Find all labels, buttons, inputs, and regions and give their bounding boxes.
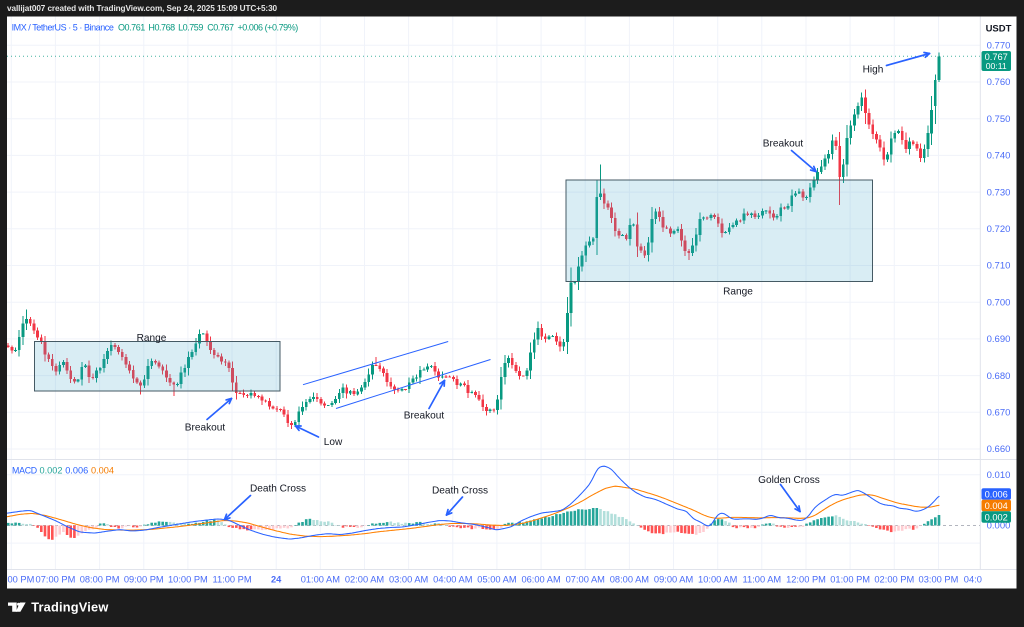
svg-text:0.700: 0.700: [987, 297, 1011, 308]
svg-text:0.767: 0.767: [985, 52, 1008, 62]
svg-text:00 PM: 00 PM: [8, 574, 35, 584]
svg-text:04:00 AM: 04:00 AM: [433, 574, 472, 584]
svg-text:03:00 AM: 03:00 AM: [389, 574, 428, 584]
svg-text:0.770: 0.770: [987, 41, 1011, 52]
svg-text:High: High: [863, 65, 884, 76]
svg-text:02:00 AM: 02:00 AM: [345, 574, 384, 584]
svg-text:Range: Range: [137, 333, 167, 344]
svg-text:+0.006 (+0.79%): +0.006 (+0.79%): [238, 22, 299, 32]
svg-text:O0.761: O0.761: [118, 22, 145, 32]
svg-text:24: 24: [271, 574, 282, 584]
svg-text:0.670: 0.670: [987, 408, 1011, 419]
svg-text:02:00 PM: 02:00 PM: [874, 574, 914, 584]
svg-text:07:00 AM: 07:00 AM: [566, 574, 605, 584]
svg-text:0.000: 0.000: [987, 521, 1011, 532]
svg-text:Low: Low: [324, 437, 343, 448]
svg-text:00:11: 00:11: [986, 61, 1007, 71]
svg-text:01:00 PM: 01:00 PM: [830, 574, 870, 584]
svg-text:Death Cross: Death Cross: [432, 486, 488, 497]
svg-text:07:00 PM: 07:00 PM: [36, 574, 76, 584]
svg-text:0.740: 0.740: [987, 151, 1011, 162]
svg-text:0.760: 0.760: [987, 77, 1011, 88]
svg-text:0.750: 0.750: [987, 114, 1011, 125]
svg-text:Breakout: Breakout: [404, 411, 445, 422]
svg-text:0.010: 0.010: [987, 470, 1011, 481]
svg-text:TradingView: TradingView: [31, 600, 108, 615]
svg-text:0.730: 0.730: [987, 187, 1011, 198]
svg-text:Breakout: Breakout: [185, 423, 226, 434]
svg-text:11:00 AM: 11:00 AM: [743, 574, 782, 584]
svg-text:04:0: 04:0: [964, 574, 982, 584]
svg-text:09:00 AM: 09:00 AM: [654, 574, 693, 584]
svg-text:0.004: 0.004: [985, 501, 1008, 511]
svg-text:09:00 PM: 09:00 PM: [124, 574, 164, 584]
svg-text:0.720: 0.720: [987, 224, 1011, 235]
svg-text:Death Cross: Death Cross: [250, 484, 306, 495]
svg-text:L0.759: L0.759: [178, 22, 203, 32]
svg-text:0.006: 0.006: [985, 489, 1008, 499]
svg-text:0.690: 0.690: [987, 334, 1011, 345]
svg-text:0.710: 0.710: [987, 261, 1011, 272]
svg-text:01:00 AM: 01:00 AM: [301, 574, 340, 584]
svg-text:C0.767: C0.767: [207, 22, 234, 32]
svg-text:MACD: MACD: [12, 466, 37, 476]
svg-text:03:00 PM: 03:00 PM: [919, 574, 959, 584]
svg-text:12:00 PM: 12:00 PM: [786, 574, 826, 584]
svg-text:0.660: 0.660: [987, 444, 1011, 455]
svg-text:Range: Range: [723, 287, 753, 298]
svg-text:0.002: 0.002: [985, 512, 1008, 522]
svg-text:Golden Cross: Golden Cross: [758, 475, 820, 486]
svg-text:USDT: USDT: [986, 24, 1012, 35]
svg-text:11:00 PM: 11:00 PM: [212, 574, 251, 584]
svg-text:0.004: 0.004: [91, 466, 114, 476]
svg-text:05:00 AM: 05:00 AM: [477, 574, 516, 584]
svg-text:0.680: 0.680: [987, 371, 1011, 382]
svg-text:08:00 PM: 08:00 PM: [80, 574, 120, 584]
svg-text:Breakout: Breakout: [763, 139, 804, 150]
svg-text:06:00 AM: 06:00 AM: [521, 574, 560, 584]
svg-text:10:00 PM: 10:00 PM: [168, 574, 208, 584]
svg-text:vallijat007 created with Tradi: vallijat007 created with TradingView.com…: [7, 4, 278, 13]
svg-text:0.006: 0.006: [65, 466, 88, 476]
svg-text:0.002: 0.002: [40, 466, 63, 476]
svg-text:IMX / TetherUS · 5 · Binance: IMX / TetherUS · 5 · Binance: [12, 22, 114, 32]
svg-text:10:00 AM: 10:00 AM: [698, 574, 737, 584]
svg-text:08:00 AM: 08:00 AM: [610, 574, 649, 584]
svg-text:H0.768: H0.768: [148, 22, 175, 32]
